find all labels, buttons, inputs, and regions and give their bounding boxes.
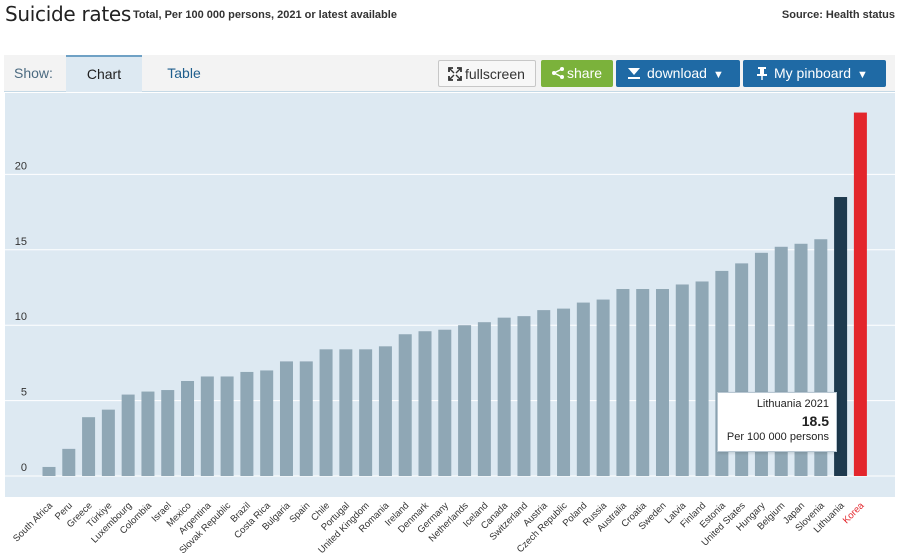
- tab-table[interactable]: Table: [167, 65, 201, 81]
- pin-icon: [757, 67, 767, 80]
- chevron-down-icon: ▼: [712, 69, 724, 81]
- bar-romania[interactable]: [378, 346, 392, 476]
- bar-poland[interactable]: [576, 302, 590, 476]
- bar-ireland[interactable]: [398, 334, 412, 476]
- y-tick-label: 5: [21, 387, 27, 399]
- fullscreen-button[interactable]: fullscreen: [438, 60, 536, 87]
- download-button[interactable]: download ▼: [616, 60, 740, 87]
- toolbar: Show: Chart Table fullscreen share downl…: [4, 55, 895, 92]
- tab-chart[interactable]: Chart: [66, 55, 142, 92]
- bar-switzerland[interactable]: [517, 316, 531, 476]
- bar-south-africa[interactable]: [42, 466, 56, 476]
- bar-australia[interactable]: [616, 289, 630, 476]
- bar-colombia[interactable]: [141, 391, 155, 476]
- bar-greece[interactable]: [82, 417, 96, 476]
- tooltip-series: Lithuania 2021: [756, 398, 829, 410]
- pinboard-button[interactable]: My pinboard ▼: [743, 60, 886, 87]
- share-icon: [552, 67, 564, 79]
- bar-germany[interactable]: [438, 329, 452, 476]
- bar-portugal[interactable]: [339, 349, 353, 476]
- bar-slovak-republic[interactable]: [220, 376, 234, 476]
- bar-united-kingdom[interactable]: [359, 349, 373, 476]
- fullscreen-label: fullscreen: [465, 66, 525, 82]
- bar-lithuania[interactable]: [834, 197, 848, 476]
- bar-t-rkiye[interactable]: [101, 409, 115, 476]
- bar-netherlands[interactable]: [458, 325, 472, 476]
- bar-peru[interactable]: [62, 448, 76, 476]
- x-tick-label: Korea: [841, 500, 867, 526]
- bar-denmark[interactable]: [418, 331, 432, 476]
- bar-israel[interactable]: [161, 390, 175, 476]
- pinboard-label: My pinboard: [774, 65, 852, 81]
- bar-mexico[interactable]: [181, 380, 195, 476]
- y-tick-label: 10: [15, 311, 27, 323]
- bar-latvia[interactable]: [675, 284, 689, 476]
- download-icon: [628, 68, 640, 79]
- tooltip-value: 18.5: [801, 413, 829, 429]
- bar-brazil[interactable]: [240, 371, 254, 476]
- download-label: download: [647, 65, 707, 81]
- bar-canada[interactable]: [497, 317, 511, 476]
- bar-austria[interactable]: [537, 310, 551, 476]
- bar-korea[interactable]: [853, 112, 867, 477]
- share-label: share: [567, 65, 603, 81]
- bar-russia[interactable]: [596, 299, 610, 476]
- bar-costa-rica[interactable]: [260, 370, 274, 476]
- bar-chile[interactable]: [319, 349, 333, 476]
- chart-tooltip: Lithuania 2021 18.5 Per 100 000 persons: [717, 392, 837, 452]
- x-tick-label: Spain: [287, 500, 312, 525]
- y-tick-label: 20: [15, 160, 27, 172]
- bar-argentina[interactable]: [200, 376, 214, 476]
- y-tick-label: 0: [21, 462, 27, 474]
- bar-finland[interactable]: [695, 281, 709, 476]
- bar-sweden[interactable]: [655, 289, 669, 476]
- tooltip-unit: Per 100 000 persons: [726, 431, 829, 443]
- bar-croatia[interactable]: [636, 289, 650, 476]
- chart-header: Suicide rates Total, Per 100 000 persons…: [0, 0, 902, 40]
- bar-bulgaria[interactable]: [279, 361, 293, 476]
- bar-iceland[interactable]: [477, 322, 491, 476]
- chevron-down-icon: ▼: [857, 69, 868, 81]
- bar-luxembourg[interactable]: [121, 394, 135, 476]
- page-title: Suicide rates: [5, 2, 131, 26]
- y-tick-label: 15: [15, 236, 27, 248]
- source-link[interactable]: Source: Health status: [781, 9, 895, 21]
- show-label: Show:: [14, 65, 53, 81]
- bar-spain[interactable]: [299, 361, 313, 476]
- share-button[interactable]: share: [541, 60, 613, 87]
- x-tick-label: South Africa: [11, 500, 56, 545]
- bar-czech-republic[interactable]: [557, 308, 571, 476]
- fullscreen-icon: [448, 67, 462, 81]
- chart-subtitle: Total, Per 100 000 persons, 2021 or late…: [133, 9, 397, 21]
